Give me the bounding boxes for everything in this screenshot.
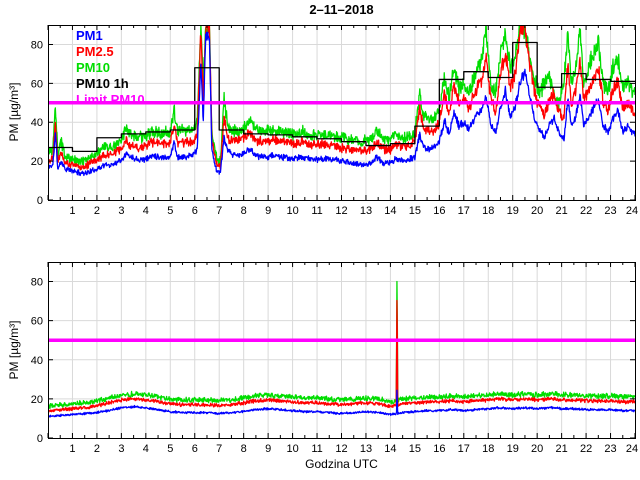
- legend: PM1 PM2.5 PM10 PM10 1h Limit PM10: [76, 28, 145, 108]
- legend-entry-pm1: PM1: [76, 28, 103, 43]
- legend-entry-limit: Limit PM10: [76, 92, 145, 107]
- legend-entry-pm10-1h: PM10 1h: [76, 76, 129, 91]
- x-axis-label: Godzina UTC: [305, 457, 378, 471]
- legend-entry-pm25: PM2.5: [76, 44, 114, 59]
- y-axis-label-bottom: PM [µg/m³]: [7, 320, 21, 380]
- y-axis-label-top: PM [µg/m³]: [7, 82, 21, 142]
- legend-entry-pm10: PM10: [76, 60, 110, 75]
- chart-title: 2–11–2018: [309, 2, 374, 17]
